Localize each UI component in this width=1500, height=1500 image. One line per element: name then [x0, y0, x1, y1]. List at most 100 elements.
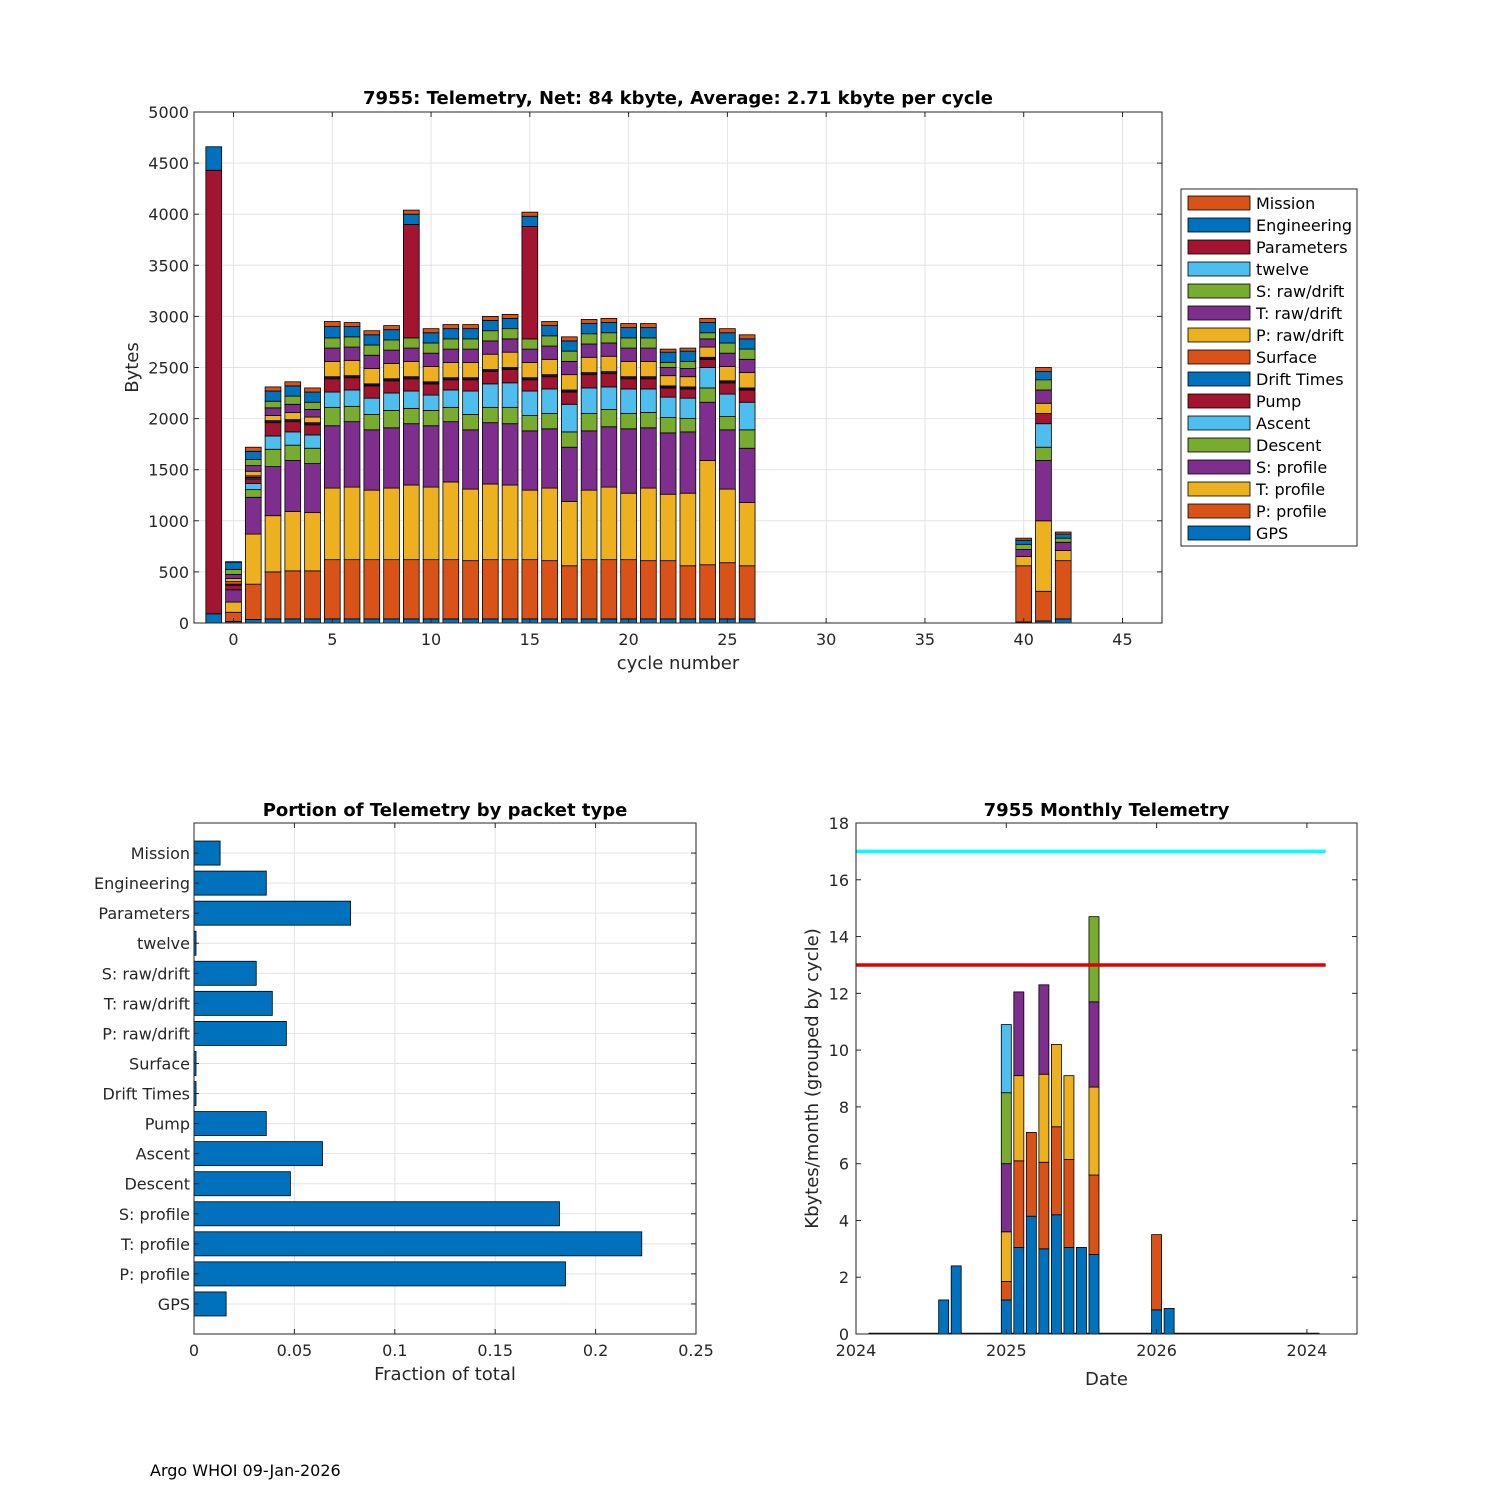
bar-segment-engineering: [659, 351, 677, 363]
bar-segment-t-raw-drift: [580, 343, 598, 358]
bar-segment-mission: [422, 328, 440, 334]
bar-segment-gps: [1054, 618, 1072, 624]
bar-segment-gps: [244, 619, 262, 624]
bar-segment-pump: [561, 391, 578, 405]
bar-segment-s-profile: [1035, 460, 1052, 522]
bar-segment-s-profile: [462, 429, 479, 490]
monthly-bar-segment: [1000, 1092, 1012, 1165]
bar-segment-s-profile: [304, 463, 321, 514]
monthly-bar-segment: [1151, 1234, 1163, 1311]
bar-segment-mission: [403, 209, 420, 215]
bar-segment-p-profile: [561, 565, 578, 620]
bar-segment-s-raw-drift: [640, 337, 657, 349]
bar-segment-t-profile: [304, 512, 321, 572]
bar-segment-engineering: [1054, 533, 1072, 539]
bar-segment-descent: [422, 410, 440, 427]
monthly-bar-segment: [1063, 1075, 1075, 1160]
legend-swatch-twelve: [1187, 261, 1251, 277]
bar-segment-t-profile: [462, 488, 479, 562]
bar-segment-p-raw-drift: [600, 355, 618, 372]
bar-t-raw-drift: [193, 990, 273, 1016]
bar-segment-p-raw-drift: [304, 416, 321, 424]
bar-segment-mission: [442, 324, 460, 330]
bar-ascent: [193, 1141, 323, 1167]
bar-segment-mission: [699, 318, 716, 323]
bar-segment-p-raw-drift: [422, 366, 440, 383]
x-tick-label: 45: [1112, 630, 1132, 649]
bar-segment-p-raw-drift: [284, 412, 302, 421]
y-tick-label: 500: [158, 563, 189, 582]
bar-segment-mission: [225, 561, 242, 563]
y-tick-label: 4500: [148, 154, 189, 173]
bar-segment-pump: [343, 377, 361, 391]
bar-segment-s-raw-drift: [561, 350, 578, 362]
legend-label-twelve: twelve: [1256, 260, 1309, 279]
bar-segment-gps: [403, 618, 420, 624]
bar-segment-p-raw-drift: [561, 374, 578, 391]
bar-segment-gps: [541, 618, 558, 624]
category-label-engineering: Engineering: [94, 874, 190, 893]
bar-segment-p-raw-drift: [679, 376, 697, 388]
bar-segment-s-profile: [323, 425, 341, 489]
bar-segment-gps: [264, 618, 282, 624]
category-label-twelve: twelve: [137, 934, 190, 953]
bar-segment-ascent: [1035, 423, 1052, 448]
y-tick-label: 1000: [148, 512, 189, 531]
bar-segment-s-profile: [422, 425, 440, 488]
bar-segment-p-profile: [323, 559, 341, 620]
legend-swatch-t-raw-drift: [1187, 305, 1251, 321]
bar-segment-t-raw-drift: [383, 349, 400, 364]
bar-segment-s-raw-drift: [264, 400, 282, 409]
bar-segment-t-profile: [501, 484, 519, 561]
y-axis-label: Kbytes/month (grouped by cycle): [802, 928, 823, 1228]
bar-segment-s-profile: [363, 429, 381, 491]
bar-segment-s-profile: [244, 496, 262, 535]
bar-segment-engineering: [521, 215, 539, 227]
bar-segment-pump: [501, 369, 519, 384]
bar-segment-mission: [323, 321, 341, 328]
bar-segment-t-raw-drift: [738, 358, 756, 374]
bar-segment-descent: [442, 406, 460, 423]
bar-segment-t-profile: [343, 486, 361, 561]
bar-segment-engineering: [323, 326, 341, 339]
monthly-bar-segment: [1013, 1075, 1025, 1162]
bar-segment-t-profile: [699, 460, 716, 566]
bar-segment-engineering: [580, 323, 598, 335]
bar-segment-t-raw-drift: [323, 347, 341, 362]
bar-segment-descent: [719, 416, 736, 431]
bar-segment-p-raw-drift: [363, 368, 381, 385]
bar-segment-p-raw-drift: [738, 372, 756, 389]
plot-frame: [193, 822, 697, 1335]
bar-segment-t-profile: [403, 484, 420, 561]
bar-segment-s-raw-drift: [244, 459, 262, 467]
bar-segment-t-raw-drift: [679, 368, 697, 378]
monthly-bar-segment: [950, 1265, 962, 1335]
y-tick-label: 0: [179, 614, 189, 633]
bar-segment-p-raw-drift: [521, 361, 539, 379]
bar-segment-mission: [620, 323, 637, 329]
bar-segment-t-raw-drift: [442, 348, 460, 363]
legend-label-s-raw-drift: S: raw/drift: [1256, 282, 1344, 301]
bar-segment-p-profile: [679, 565, 697, 620]
plot-area: [194, 823, 696, 1334]
bar-segment-s-profile: [541, 428, 558, 489]
monthly-bar-segment: [1000, 1231, 1012, 1282]
bar-segment-s-profile: [679, 431, 697, 494]
bar-segment-engineering: [620, 327, 637, 339]
bar-segment-mission: [1035, 367, 1052, 372]
bar-segment-s-raw-drift: [442, 338, 460, 350]
bar-segment-t-profile: [1015, 556, 1033, 567]
bar-segment-pump: [699, 358, 716, 368]
bar-segment-s-raw-drift: [679, 360, 697, 369]
bar-segment-s-profile: [501, 423, 519, 486]
bar-segment-mission: [561, 336, 578, 342]
y-tick-label: 14: [829, 928, 849, 947]
bar-segment-gps: [699, 618, 716, 624]
y-tick-label: 4: [839, 1211, 849, 1230]
bar-segment-p-raw-drift: [719, 366, 736, 382]
monthly-bar-segment: [1025, 1132, 1037, 1217]
bar-segment-p-profile: [719, 562, 736, 620]
bar-segment-mission: [659, 348, 677, 353]
bar-segment-t-raw-drift: [1035, 389, 1052, 404]
